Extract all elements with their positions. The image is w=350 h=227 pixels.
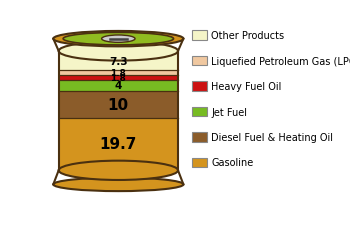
Bar xyxy=(59,81,178,91)
Text: 4: 4 xyxy=(115,81,122,91)
Text: 1.8: 1.8 xyxy=(110,69,126,78)
Text: Liquefied Petroleum Gas (LPG): Liquefied Petroleum Gas (LPG) xyxy=(211,56,350,66)
Text: Jet Fuel: Jet Fuel xyxy=(211,107,247,117)
Bar xyxy=(191,133,206,142)
Text: 1.8: 1.8 xyxy=(110,74,126,83)
Bar xyxy=(191,107,206,117)
Bar xyxy=(191,57,206,66)
Bar xyxy=(59,71,178,76)
Ellipse shape xyxy=(63,33,174,46)
Text: Heavy Fuel Oil: Heavy Fuel Oil xyxy=(211,82,282,92)
Bar xyxy=(191,82,206,91)
Ellipse shape xyxy=(53,32,183,47)
Bar xyxy=(59,52,178,71)
Text: 10: 10 xyxy=(108,97,129,112)
Text: Gasoline: Gasoline xyxy=(211,158,254,168)
Text: 7.3: 7.3 xyxy=(109,57,128,67)
Bar xyxy=(59,91,178,118)
Bar xyxy=(191,31,206,41)
Bar xyxy=(191,158,206,168)
Bar xyxy=(59,118,178,170)
Ellipse shape xyxy=(102,36,135,43)
Text: Diesel Fuel & Heating Oil: Diesel Fuel & Heating Oil xyxy=(211,132,334,142)
Bar xyxy=(59,76,178,81)
Ellipse shape xyxy=(59,42,178,61)
Text: 19.7: 19.7 xyxy=(100,137,137,152)
Ellipse shape xyxy=(59,161,178,180)
Ellipse shape xyxy=(53,178,183,191)
Text: Other Products: Other Products xyxy=(211,31,285,41)
